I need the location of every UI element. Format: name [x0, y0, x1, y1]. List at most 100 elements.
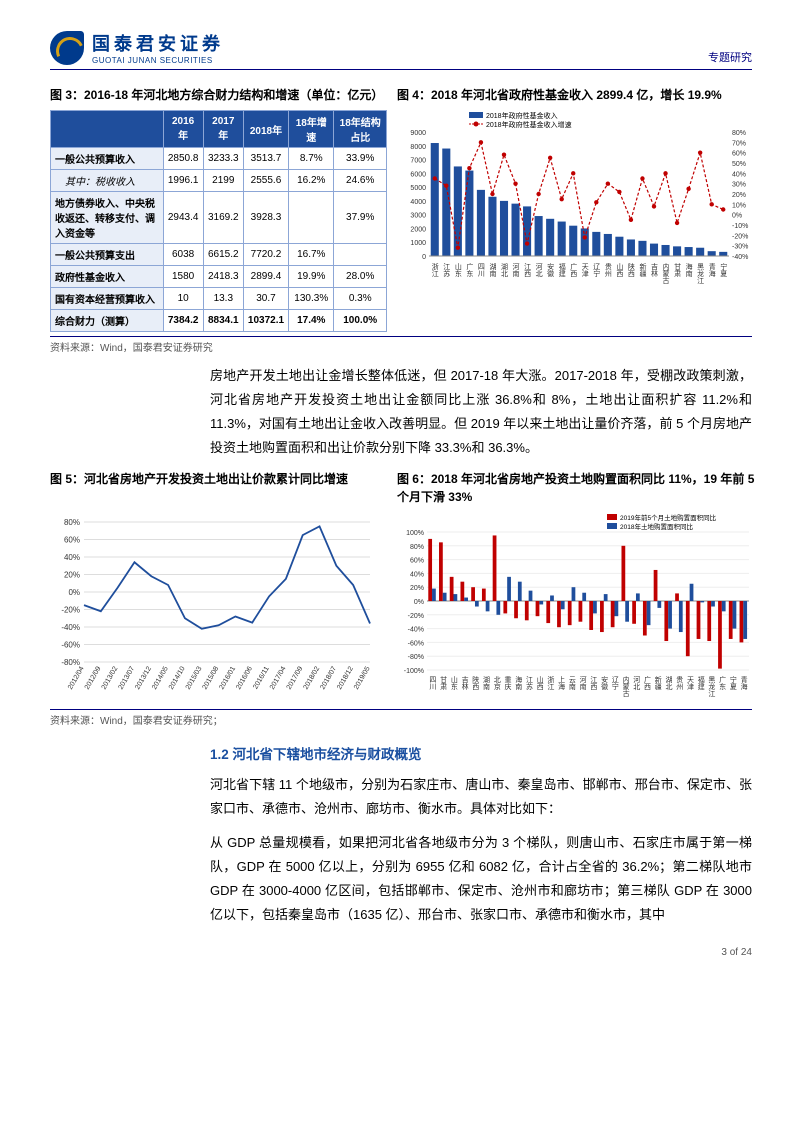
fig3-table-wrap: 2016年2017年2018年18年增速18年结构占比一般公共预算收入2850.… [50, 110, 387, 332]
fig56-titles: 图 5：河北省房地产开发投资土地出让价款累计同比增速 图 6：2018 年河北省… [50, 470, 752, 512]
svg-text:2018年土地购置面积同比: 2018年土地购置面积同比 [620, 522, 693, 531]
fig6-chart-wrap: 2019年前5个月土地购置面积同比2018年土地购置面积同比-100%-80%-… [397, 512, 762, 705]
svg-text:60%: 60% [732, 151, 746, 158]
svg-text:海南: 海南 [685, 262, 693, 277]
svg-text:天津: 天津 [581, 263, 589, 278]
svg-text:7000: 7000 [410, 158, 426, 165]
svg-text:2000: 2000 [410, 226, 426, 233]
svg-text:4000: 4000 [410, 199, 426, 206]
svg-text:-20%: -20% [61, 606, 80, 615]
source-34: 资料来源：Wind，国泰君安证券研究 [50, 336, 752, 354]
svg-text:安徽: 安徽 [601, 675, 609, 691]
svg-text:浙江: 浙江 [431, 262, 439, 278]
fig5-chart: -80%-60%-40%-20%0%20%40%60%80%2012/04201… [50, 512, 380, 702]
svg-text:天津: 天津 [686, 676, 694, 691]
svg-text:20%: 20% [410, 585, 424, 592]
svg-text:四川: 四川 [477, 263, 485, 277]
svg-text:40%: 40% [410, 572, 424, 579]
svg-text:0%: 0% [68, 588, 80, 597]
svg-text:福建: 福建 [558, 262, 566, 278]
page: 国泰君安证券 GUOTAI JUNAN SECURITIES 专题研究 图 3：… [0, 0, 802, 978]
svg-text:河北: 河北 [535, 263, 543, 278]
svg-text:宁夏: 宁夏 [729, 675, 737, 690]
svg-text:80%: 80% [64, 518, 80, 527]
svg-text:江西: 江西 [524, 263, 532, 278]
svg-text:贵州: 贵州 [604, 262, 612, 277]
svg-text:20%: 20% [732, 192, 746, 199]
svg-text:辽宁: 辽宁 [593, 263, 601, 277]
svg-text:0: 0 [422, 254, 426, 261]
fig6-title: 图 6：2018 年河北省房地产投资土地购置面积同比 11%，19 年前 5 个… [397, 470, 762, 506]
svg-text:-40%: -40% [732, 254, 748, 261]
svg-text:广东: 广东 [466, 262, 474, 277]
svg-text:安徽: 安徽 [547, 262, 555, 278]
svg-text:-60%: -60% [408, 641, 424, 648]
svg-text:2019/05: 2019/05 [353, 666, 372, 692]
svg-text:广西: 广西 [570, 262, 578, 278]
svg-text:湖北: 湖北 [665, 675, 673, 691]
svg-text:-20%: -20% [732, 233, 748, 240]
svg-text:山西: 山西 [616, 262, 624, 278]
svg-text:40%: 40% [732, 171, 746, 178]
svg-text:宁夏: 宁夏 [720, 262, 728, 277]
svg-text:贵州: 贵州 [676, 675, 684, 690]
svg-text:-80%: -80% [408, 654, 424, 661]
svg-text:吉林: 吉林 [650, 263, 658, 278]
svg-text:80%: 80% [732, 130, 746, 137]
svg-text:60%: 60% [410, 558, 424, 565]
svg-text:浙江: 浙江 [547, 675, 555, 691]
svg-text:1000: 1000 [410, 240, 426, 247]
paragraph-2: 河北省下辖 11 个地级市，分别为石家庄市、唐山市、秦皇岛市、邯郸市、邢台市、保… [210, 773, 752, 821]
paragraph-1: 房地产开发土地出让金增长整体低迷，但 2017-18 年大涨。2017-2018… [210, 364, 752, 460]
svg-text:四川: 四川 [429, 676, 437, 690]
svg-text:2018年政府性基金收入: 2018年政府性基金收入 [486, 111, 558, 120]
logo-block: 国泰君安证券 GUOTAI JUNAN SECURITIES [50, 30, 224, 65]
svg-text:-100%: -100% [404, 668, 424, 675]
svg-text:内蒙古: 内蒙古 [622, 675, 630, 698]
svg-text:2018年政府性基金收入增速: 2018年政府性基金收入增速 [486, 120, 572, 129]
fig3-title: 图 3：2016-18 年河北地方综合财力结构和增速（单位：亿元） [50, 86, 387, 104]
svg-text:70%: 70% [732, 140, 746, 147]
svg-text:-10%: -10% [732, 223, 748, 230]
svg-text:重庆: 重庆 [504, 676, 512, 691]
svg-text:广东: 广东 [719, 675, 727, 690]
fig4-chart: 2018年政府性基金收入2018年政府性基金收入增速 0 1000 2000 3000 4… [397, 110, 757, 290]
svg-text:吉林: 吉林 [461, 676, 469, 691]
svg-text:河北: 河北 [633, 676, 641, 691]
svg-text:-40%: -40% [61, 623, 80, 632]
fig4-title: 图 4：2018 年河北省政府性基金收入 2899.4 亿，增长 19.9% [397, 86, 762, 104]
svg-text:湖北: 湖北 [500, 262, 508, 278]
logo-en: GUOTAI JUNAN SECURITIES [92, 56, 224, 65]
fig34-body: 2016年2017年2018年18年增速18年结构占比一般公共预算收入2850.… [50, 110, 752, 332]
svg-text:20%: 20% [64, 571, 80, 580]
svg-text:山西: 山西 [536, 675, 544, 691]
svg-text:8000: 8000 [410, 144, 426, 151]
svg-text:40%: 40% [64, 553, 80, 562]
svg-text:0%: 0% [732, 213, 742, 220]
fig34-titles: 图 3：2016-18 年河北地方综合财力结构和增速（单位：亿元） 图 4：20… [50, 86, 752, 110]
svg-text:10%: 10% [732, 202, 746, 209]
paragraph-3: 从 GDP 总量规模看，如果把河北省各地级市分为 3 个梯队，则唐山市、石家庄市… [210, 831, 752, 927]
section-1-2-heading: 1.2 河北省下辖地市经济与财政概览 [210, 743, 752, 763]
source-56: 资料来源：Wind，国泰君安证券研究； [50, 709, 752, 727]
company-logo-icon [50, 31, 84, 65]
fig6-chart: 2019年前5个月土地购置面积同比2018年土地购置面积同比-100%-80%-… [397, 512, 757, 702]
svg-text:青海: 青海 [708, 262, 716, 278]
svg-text:5000: 5000 [410, 185, 426, 192]
svg-text:-60%: -60% [61, 641, 80, 650]
svg-text:50%: 50% [732, 161, 746, 168]
svg-text:河南: 河南 [579, 676, 587, 690]
svg-text:黑龙江: 黑龙江 [708, 676, 716, 698]
svg-text:云南: 云南 [568, 676, 576, 690]
svg-text:内蒙古: 内蒙古 [662, 262, 670, 285]
page-number: 3 of 24 [50, 947, 752, 958]
svg-text:陕西: 陕西 [472, 675, 480, 691]
svg-text:3000: 3000 [410, 213, 426, 220]
svg-text:新疆: 新疆 [654, 675, 662, 691]
svg-text:山东: 山东 [454, 262, 462, 277]
svg-text:6000: 6000 [410, 171, 426, 178]
svg-text:福建: 福建 [697, 675, 705, 691]
svg-text:60%: 60% [64, 536, 80, 545]
page-header: 国泰君安证券 GUOTAI JUNAN SECURITIES 专题研究 [50, 30, 752, 70]
svg-text:甘肃: 甘肃 [674, 262, 682, 278]
